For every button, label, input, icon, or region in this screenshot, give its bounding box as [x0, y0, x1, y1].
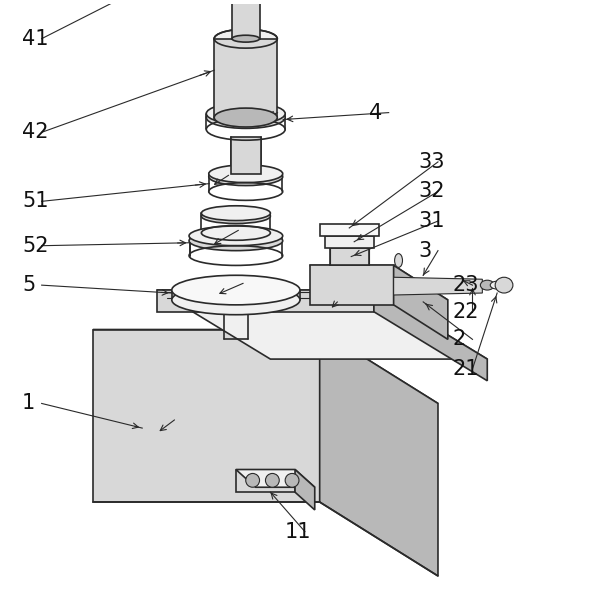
Ellipse shape: [201, 206, 270, 221]
Ellipse shape: [214, 108, 277, 127]
Polygon shape: [236, 470, 315, 487]
Text: 21: 21: [453, 359, 479, 379]
Bar: [232, 0, 260, 39]
Text: 1: 1: [22, 394, 35, 414]
Polygon shape: [330, 248, 369, 266]
Bar: [214, 39, 277, 117]
Text: 11: 11: [285, 522, 312, 542]
Polygon shape: [374, 290, 487, 381]
Ellipse shape: [490, 281, 504, 289]
Ellipse shape: [208, 165, 283, 183]
Text: 2: 2: [453, 329, 466, 349]
Ellipse shape: [206, 107, 285, 129]
Text: 33: 33: [418, 152, 445, 172]
Text: 52: 52: [22, 236, 49, 255]
Ellipse shape: [214, 30, 277, 48]
Ellipse shape: [495, 277, 513, 293]
Ellipse shape: [481, 280, 494, 290]
Ellipse shape: [266, 473, 279, 487]
Polygon shape: [320, 224, 379, 236]
Polygon shape: [93, 329, 320, 502]
Ellipse shape: [246, 473, 260, 487]
Polygon shape: [236, 470, 295, 492]
Polygon shape: [320, 329, 438, 576]
Bar: [231, 137, 261, 173]
Ellipse shape: [189, 231, 283, 251]
Polygon shape: [310, 266, 448, 300]
Ellipse shape: [285, 473, 299, 487]
Ellipse shape: [394, 254, 403, 267]
Polygon shape: [324, 236, 374, 248]
Ellipse shape: [232, 35, 260, 42]
Ellipse shape: [201, 209, 270, 224]
Text: 32: 32: [418, 182, 445, 201]
Text: 42: 42: [22, 122, 49, 142]
Polygon shape: [295, 470, 315, 510]
Text: 4: 4: [369, 103, 382, 123]
Polygon shape: [310, 266, 394, 305]
Polygon shape: [157, 290, 374, 312]
Text: 5: 5: [22, 275, 35, 295]
Text: 31: 31: [418, 211, 445, 231]
Polygon shape: [394, 277, 482, 295]
Text: 3: 3: [418, 241, 431, 261]
Text: 51: 51: [22, 191, 49, 211]
Ellipse shape: [208, 168, 283, 186]
Polygon shape: [394, 266, 448, 339]
Polygon shape: [93, 329, 438, 404]
Text: 23: 23: [453, 275, 479, 295]
Ellipse shape: [172, 285, 300, 314]
Text: 22: 22: [453, 301, 479, 322]
Text: 41: 41: [22, 29, 49, 48]
Ellipse shape: [206, 103, 285, 124]
Ellipse shape: [189, 226, 283, 245]
Ellipse shape: [172, 276, 300, 305]
Polygon shape: [157, 290, 487, 359]
